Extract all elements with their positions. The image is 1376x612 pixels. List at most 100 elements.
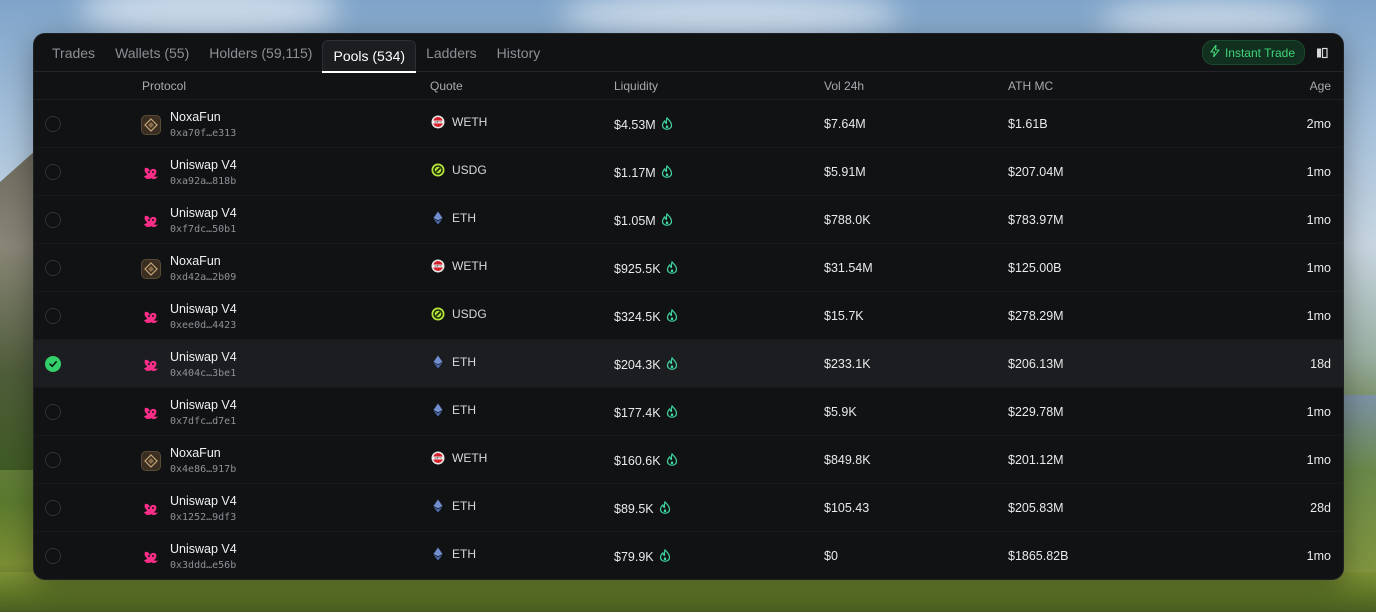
liquidity-cell: $89.5K xyxy=(614,501,671,517)
athmc-value: $1865.82B xyxy=(1008,549,1069,563)
pool-address[interactable]: 0xee0d…4423 xyxy=(170,320,237,331)
protocol-name: Uniswap V4 xyxy=(170,494,237,508)
protocol-name: Uniswap V4 xyxy=(170,302,237,316)
pool-address[interactable]: 0xf7dc…50b1 xyxy=(170,224,237,235)
header-vol24h[interactable]: Vol 24h xyxy=(824,78,865,93)
instant-trade-button[interactable]: Instant Trade xyxy=(1201,40,1305,65)
pool-address[interactable]: 0xa70f…e313 xyxy=(170,128,237,139)
table-row[interactable]: NoxaFun 0x4e86…917b WETH WETH $160.6K $8… xyxy=(34,436,1343,484)
eth-icon xyxy=(431,355,445,369)
protocol-name: NoxaFun xyxy=(170,254,221,268)
row-select-radio[interactable] xyxy=(45,404,61,420)
vol24h-value: $0 xyxy=(824,549,838,563)
uniswap-icon xyxy=(141,307,161,327)
table-row[interactable]: Uniswap V4 0x404c…3be1 ETH $204.3K $233.… xyxy=(34,340,1343,388)
table-row[interactable]: Uniswap V4 0xf7dc…50b1 ETH $1.05M $788.0… xyxy=(34,196,1343,244)
tab-ladders[interactable]: Ladders xyxy=(426,44,477,61)
selected-check-icon[interactable] xyxy=(45,356,61,372)
athmc-value: $207.04M xyxy=(1008,165,1064,179)
liquidity-cell: $79.9K xyxy=(614,549,671,565)
uniswap-icon xyxy=(141,355,161,375)
table-row[interactable]: NoxaFun 0xd42a…2b09 WETH WETH $925.5K $3… xyxy=(34,244,1343,292)
liquidity-value: $4.53M xyxy=(614,118,656,132)
row-select-radio[interactable] xyxy=(45,164,61,180)
toolbar-right: Instant Trade xyxy=(1201,40,1335,65)
table-row[interactable]: Uniswap V4 0x3ddd…e56b ETH $79.9K $0 $18… xyxy=(34,532,1343,579)
age-value: 1mo xyxy=(1306,453,1331,467)
table-header: Protocol Quote Liquidity Vol 24h ATH MC … xyxy=(34,72,1343,100)
quote-token: USDG xyxy=(452,163,487,177)
age-value: 1mo xyxy=(1306,309,1331,323)
header-athmc[interactable]: ATH MC xyxy=(1008,78,1054,93)
athmc-value: $125.00B xyxy=(1008,261,1062,275)
pool-address[interactable]: 0x1252…9df3 xyxy=(170,512,237,523)
liquidity-value: $1.05M xyxy=(614,214,656,228)
header-liquidity[interactable]: Liquidity xyxy=(614,78,659,93)
split-layout-icon[interactable] xyxy=(1315,46,1329,60)
liquidity-value: $324.5K xyxy=(614,310,661,324)
tab-holders[interactable]: Holders (59,115) xyxy=(209,44,313,61)
table-row[interactable]: Uniswap V4 0xee0d…4423 USDG $324.5K $15.… xyxy=(34,292,1343,340)
table-row[interactable]: Uniswap V4 0x1252…9df3 ETH $89.5K $105.4… xyxy=(34,484,1343,532)
header-protocol[interactable]: Protocol xyxy=(142,78,187,93)
athmc-value: $783.97M xyxy=(1008,213,1064,227)
tab-pools[interactable]: Pools (534) xyxy=(322,39,417,73)
tab-bar: Trades Wallets (55) Holders (59,115) Poo… xyxy=(34,34,1343,73)
age-value: 1mo xyxy=(1306,165,1331,179)
athmc-value: $229.78M xyxy=(1008,405,1064,419)
liquidity-cell: $4.53M xyxy=(614,117,673,133)
header-quote[interactable]: Quote xyxy=(430,78,463,93)
row-select-radio[interactable] xyxy=(45,212,61,228)
athmc-value: $205.83M xyxy=(1008,501,1064,515)
age-value: 2mo xyxy=(1306,117,1331,131)
tab-history[interactable]: History xyxy=(496,44,541,61)
age-value: 1mo xyxy=(1306,213,1331,227)
usdg-icon xyxy=(431,163,445,177)
header-age[interactable]: Age xyxy=(1309,78,1331,93)
row-select-radio[interactable] xyxy=(45,452,61,468)
row-select-radio[interactable] xyxy=(45,500,61,516)
row-select-radio[interactable] xyxy=(45,308,61,324)
pool-address[interactable]: 0xd42a…2b09 xyxy=(170,272,237,283)
flame-icon xyxy=(666,453,678,469)
pool-address[interactable]: 0x3ddd…e56b xyxy=(170,560,237,571)
tab-wallets[interactable]: Wallets (55) xyxy=(115,44,190,61)
quote-token: WETH xyxy=(452,115,488,129)
instant-trade-label: Instant Trade xyxy=(1224,45,1295,60)
athmc-value: $278.29M xyxy=(1008,309,1064,323)
liquidity-value: $204.3K xyxy=(614,358,661,372)
protocol-name: Uniswap V4 xyxy=(170,542,237,556)
row-select-radio[interactable] xyxy=(45,116,61,132)
pool-address[interactable]: 0x404c…3be1 xyxy=(170,368,237,379)
age-value: 1mo xyxy=(1306,405,1331,419)
usdg-icon xyxy=(431,307,445,321)
liquidity-cell: $925.5K xyxy=(614,261,678,277)
flame-icon xyxy=(666,405,678,421)
liquidity-value: $160.6K xyxy=(614,454,661,468)
pool-address[interactable]: 0x7dfc…d7e1 xyxy=(170,416,237,427)
vol24h-value: $788.0K xyxy=(824,213,871,227)
tab-trades[interactable]: Trades xyxy=(52,44,96,61)
quote-token: ETH xyxy=(452,355,476,369)
table-row[interactable]: NoxaFun 0xa70f…e313 WETH WETH $4.53M $7.… xyxy=(34,100,1343,148)
quote-token: ETH xyxy=(452,403,476,417)
protocol-name: Uniswap V4 xyxy=(170,350,237,364)
protocol-name: Uniswap V4 xyxy=(170,398,237,412)
weth-icon: WETH xyxy=(431,115,445,129)
quote-token: ETH xyxy=(452,211,476,225)
pool-address[interactable]: 0x4e86…917b xyxy=(170,464,237,475)
row-select-radio[interactable] xyxy=(45,260,61,276)
table-row[interactable]: Uniswap V4 0xa92a…818b USDG $1.17M $5.91… xyxy=(34,148,1343,196)
vol24h-value: $233.1K xyxy=(824,357,871,371)
svg-text:WETH: WETH xyxy=(434,265,441,268)
eth-icon xyxy=(431,211,445,225)
noxafun-icon xyxy=(141,115,161,135)
flame-icon xyxy=(661,117,673,133)
pool-address[interactable]: 0xa92a…818b xyxy=(170,176,237,187)
eth-icon xyxy=(431,547,445,561)
eth-icon xyxy=(431,403,445,417)
row-select-radio[interactable] xyxy=(45,548,61,564)
table-row[interactable]: Uniswap V4 0x7dfc…d7e1 ETH $177.4K $5.9K… xyxy=(34,388,1343,436)
quote-token: USDG xyxy=(452,307,487,321)
athmc-value: $201.12M xyxy=(1008,453,1064,467)
